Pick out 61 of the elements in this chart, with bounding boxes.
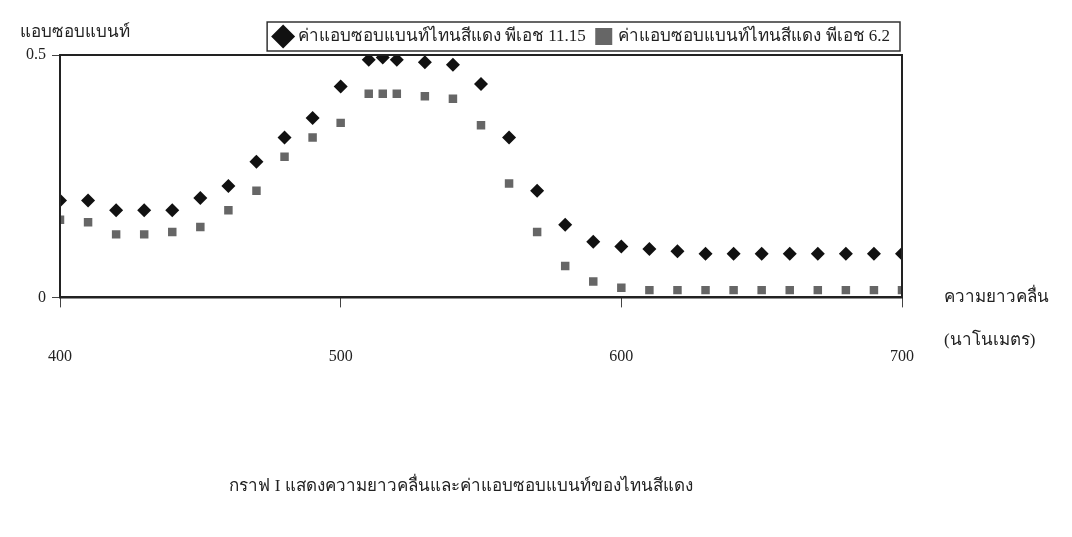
point: [389, 55, 404, 67]
text: ความยาวคลื่น (นาโนเมตร): [944, 286, 1049, 349]
point: [810, 246, 825, 261]
point: [221, 178, 236, 193]
point: [168, 227, 177, 237]
x-tick-label: 700: [890, 347, 914, 365]
legend-label: ค่าแอบซอบแบนท์ไทนสีแดง พีเอช 6.2: [618, 24, 890, 45]
point: [277, 130, 292, 145]
point: [586, 234, 601, 249]
point: [476, 121, 486, 130]
y-axis-title: แอบซอบแบนท์: [20, 21, 130, 41]
point: [838, 246, 853, 261]
point: [109, 203, 124, 218]
point: [333, 79, 348, 94]
point: [364, 89, 373, 99]
point: [726, 246, 741, 261]
point: [445, 57, 460, 72]
point: [361, 55, 376, 67]
point: [670, 244, 685, 259]
y-tick-label: 0.5: [26, 45, 46, 63]
point: [701, 285, 710, 295]
point: [614, 239, 629, 254]
point: [280, 152, 289, 162]
point: [193, 191, 208, 206]
point: [111, 230, 121, 239]
point: [224, 205, 233, 215]
x-tick-label: 600: [609, 347, 634, 365]
point: [137, 203, 152, 218]
point: [785, 285, 794, 295]
point: [782, 246, 797, 261]
point: [642, 241, 657, 256]
point: [673, 285, 682, 295]
point: [866, 246, 881, 261]
point: [252, 186, 261, 195]
point: [196, 222, 205, 232]
point: [698, 246, 713, 261]
x-tick-label: 400: [48, 347, 72, 365]
point: [474, 77, 488, 92]
point: [139, 230, 149, 239]
point: [448, 94, 458, 103]
point: [417, 55, 432, 70]
point: [305, 111, 320, 126]
point: [757, 285, 766, 295]
point: [645, 285, 654, 295]
point: [165, 203, 180, 218]
point: [589, 277, 598, 286]
point: [308, 133, 317, 142]
x-tick-label: 500: [328, 347, 353, 365]
point: [754, 246, 769, 261]
point: [502, 130, 517, 145]
point: [504, 179, 514, 188]
point: [530, 183, 545, 198]
point: [249, 154, 264, 169]
point: [729, 285, 738, 295]
point: [336, 118, 345, 128]
point: [81, 193, 96, 208]
legend-label: ค่าแอบซอบแบนท์ไทนสีแดง พีเอช 11.15: [297, 24, 586, 45]
point: [617, 283, 626, 292]
y-tick-label: 0: [38, 287, 46, 305]
point: [558, 217, 573, 232]
text: กราฟ I แสดงความยาวคลื่นและค่าแอบซอบแบนท์ของไทนสีแดง: [229, 473, 693, 496]
